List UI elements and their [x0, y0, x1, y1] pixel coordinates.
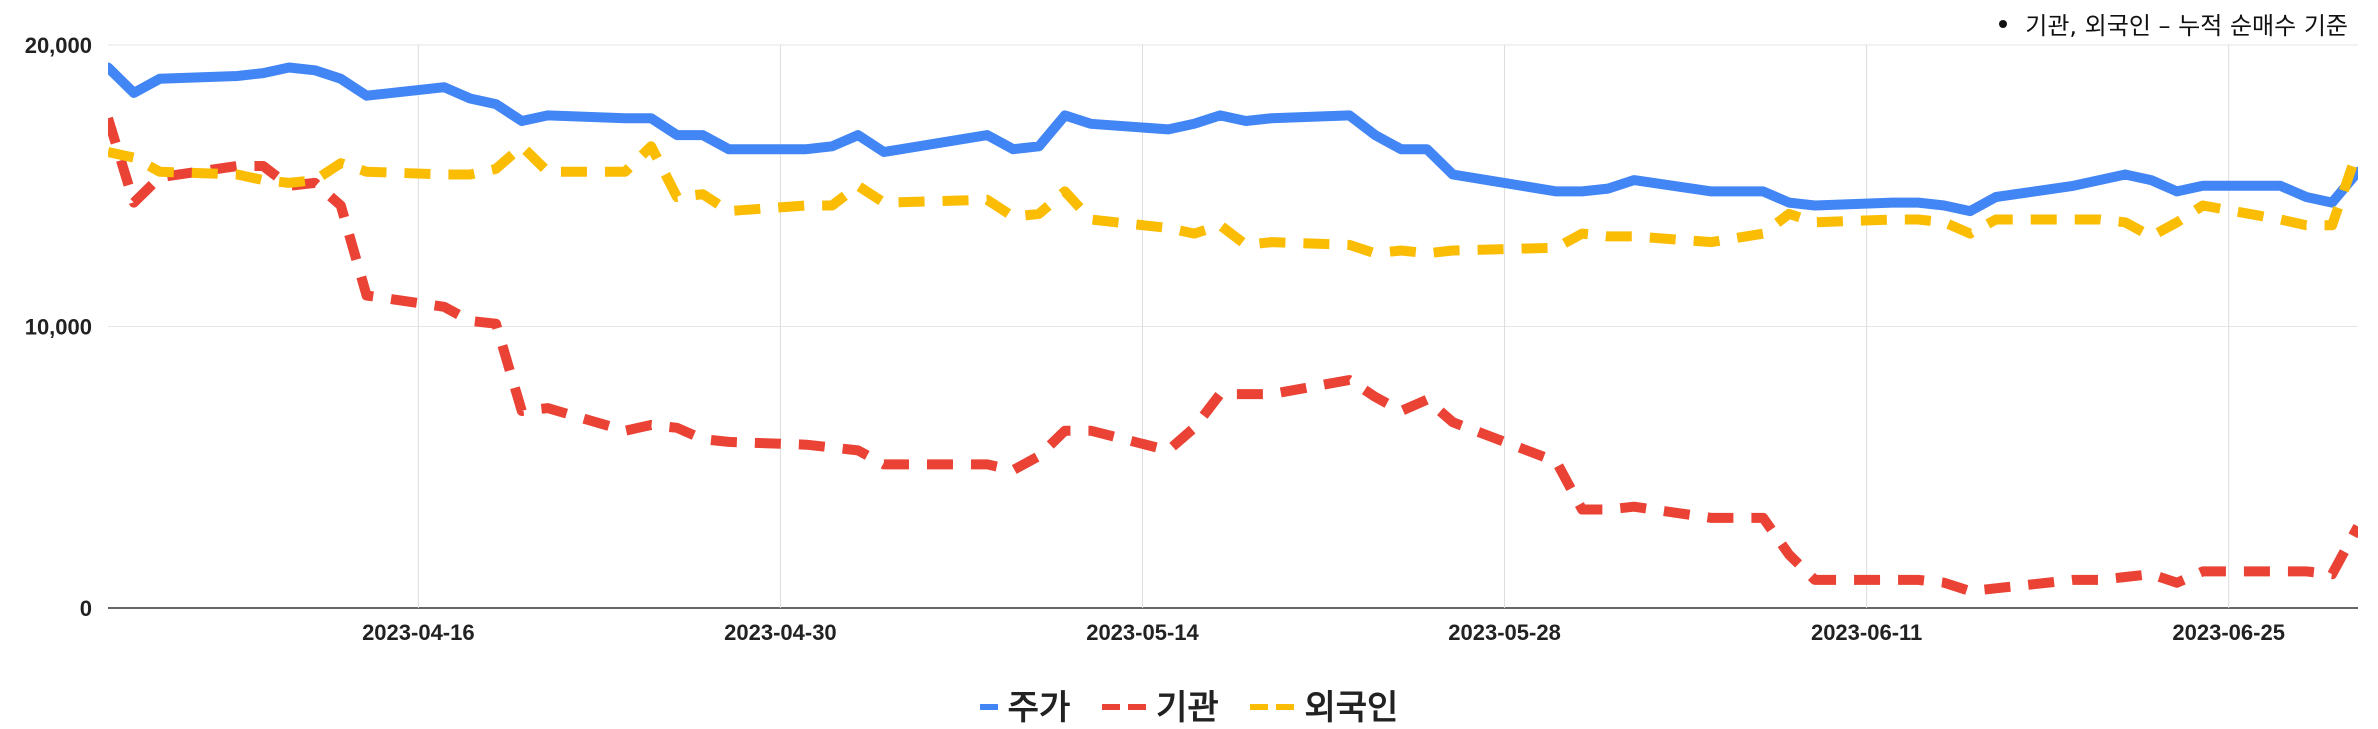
x-tick-label: 2023-06-25: [2172, 620, 2285, 645]
legend-item-foreigner[interactable]: 외국인: [1250, 680, 1398, 729]
x-axis: 2023-04-16 2023-04-30 2023-05-14 2023-05-28…: [362, 620, 2285, 645]
y-axis: 0 10,000 20,000: [25, 33, 92, 621]
legend-label: 기관: [1156, 688, 1219, 728]
bullet-icon: [1999, 20, 2008, 28]
chart-legend: 주가 기관 외국인: [0, 680, 2378, 729]
y-tick-label: 20,000: [25, 33, 92, 58]
legend-swatch-stock-price: [979, 703, 998, 710]
x-tick-label: 2023-04-30: [724, 620, 837, 645]
x-tick-label: 2023-04-16: [362, 620, 475, 645]
chart-grid: [108, 44, 2358, 609]
x-tick-label: 2023-05-28: [1448, 620, 1561, 645]
legend-item-institution[interactable]: 기관: [1102, 680, 1219, 729]
y-tick-label: 0: [80, 596, 92, 621]
legend-item-stock-price[interactable]: 주가: [979, 680, 1071, 729]
x-tick-label: 2023-06-11: [1811, 620, 1922, 645]
series-line-0: [108, 62, 2358, 217]
legend-swatch-foreigner-2: [1276, 703, 1295, 710]
x-tick-label: 2023-05-14: [1086, 620, 1199, 645]
legend-swatch-institution: [1102, 703, 1121, 710]
series-line-2: [108, 141, 2358, 259]
legend-label: 외국인: [1304, 688, 1399, 728]
chart-note-text: 기관, 외국인 – 누적 순매수 기준: [2025, 12, 2348, 40]
legend-label: 주가: [1007, 688, 1071, 728]
y-tick-label: 10,000: [25, 315, 92, 340]
legend-swatch-institution-2: [1128, 703, 1147, 710]
chart-series-layer: [108, 62, 2358, 597]
chart-note: 기관, 외국인 – 누적 순매수 기준: [1999, 6, 2348, 41]
series-line-1: [108, 116, 2358, 597]
legend-swatch-foreigner: [1250, 703, 1269, 710]
